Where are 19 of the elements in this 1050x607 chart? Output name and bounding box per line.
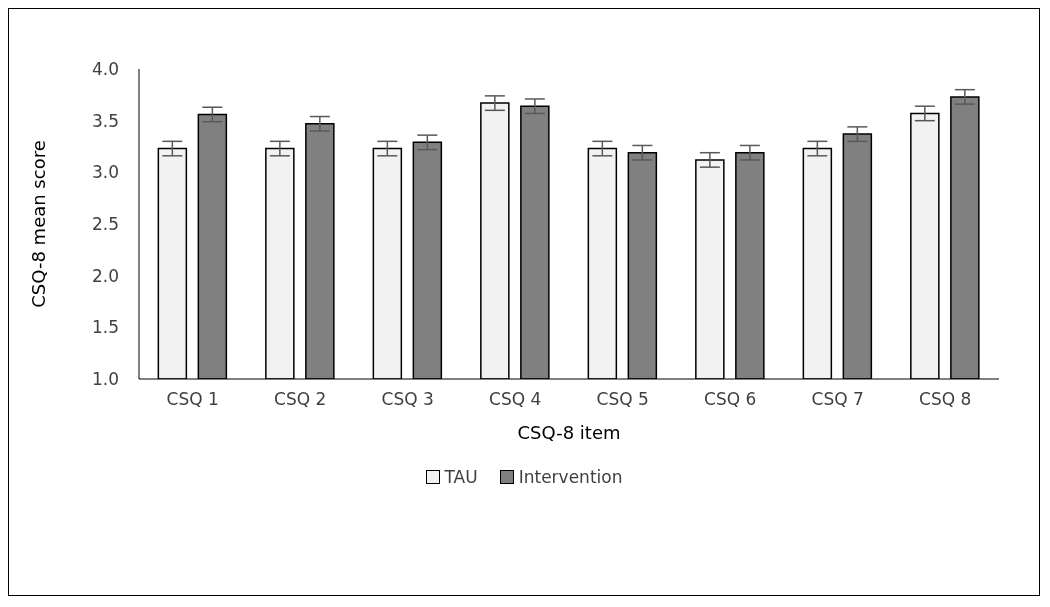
- y-tick-label: 2.5: [91, 214, 119, 235]
- legend-label: TAU: [443, 467, 478, 487]
- y-tick-label: 3.0: [91, 162, 119, 183]
- x-axis-title: CSQ-8 item: [517, 422, 621, 443]
- x-tick-label: CSQ 7: [811, 389, 864, 410]
- y-tick-label: 2.0: [91, 265, 119, 286]
- x-tick-label: CSQ 2: [274, 389, 327, 410]
- x-tick-label: CSQ 8: [919, 389, 972, 410]
- x-tick-label: CSQ 3: [381, 389, 434, 410]
- y-tick-label: 4.0: [91, 59, 119, 80]
- y-axis-title: CSQ-8 mean score: [28, 140, 50, 308]
- x-tick-label: CSQ 5: [596, 389, 649, 410]
- x-tick-label: CSQ 1: [166, 389, 219, 410]
- y-tick-label: 1.5: [91, 317, 119, 338]
- legend-label: Intervention: [517, 467, 623, 487]
- y-tick-label: 1.0: [91, 369, 119, 390]
- x-tick-label: CSQ 4: [489, 389, 542, 410]
- x-tick-label: CSQ 6: [704, 389, 757, 410]
- y-tick-label: 3.5: [91, 110, 119, 131]
